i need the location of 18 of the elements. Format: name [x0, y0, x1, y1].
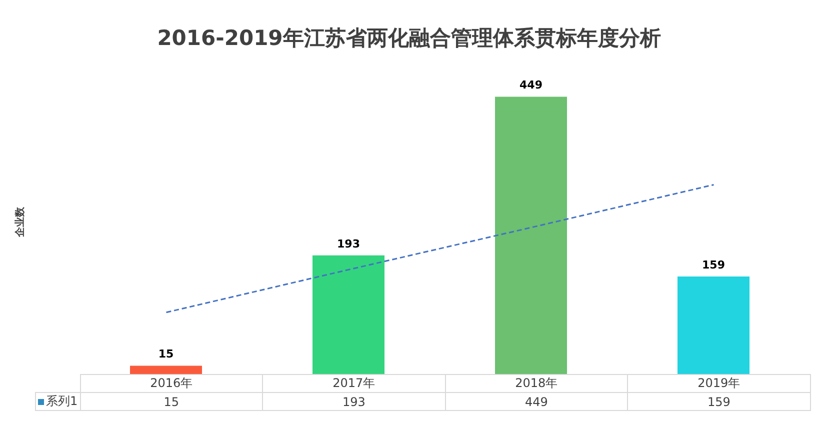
text: 193 [337, 237, 360, 250]
x-tick-label: 2016年 [80, 374, 263, 392]
bar [312, 255, 384, 375]
data-label: 193 [262, 392, 446, 410]
text: 系列1 [36, 392, 80, 410]
data-label: 15 [80, 392, 263, 410]
text: 企业数 [14, 207, 27, 237]
data-label: 159 [628, 392, 810, 410]
bar [678, 276, 750, 375]
bar [495, 96, 567, 375]
x-tick-label: 2017年 [262, 374, 446, 392]
text: 15 [158, 348, 174, 361]
text: 449 [520, 78, 542, 92]
x-tick-label: 2018年 [445, 374, 628, 392]
data-label: 449 [445, 392, 628, 410]
x-tick-label: 2019年 [628, 374, 810, 392]
chart-title: 2016-2019年江苏省两化融合管理体系贯标年度分析 [156, 25, 662, 52]
text: 159 [702, 258, 725, 272]
